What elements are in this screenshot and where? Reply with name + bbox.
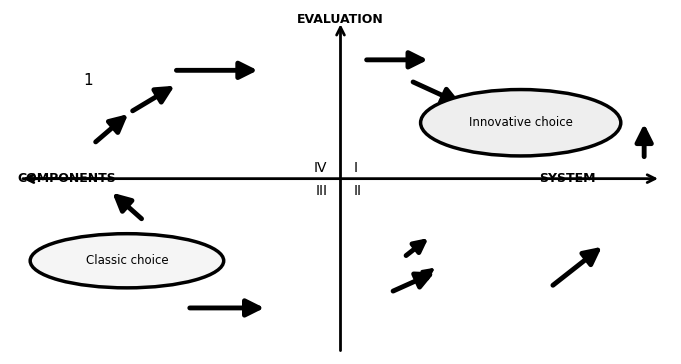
Text: IV: IV — [314, 161, 327, 175]
Text: SYSTEM: SYSTEM — [539, 172, 596, 185]
Ellipse shape — [30, 234, 223, 288]
Text: I: I — [354, 161, 358, 175]
Text: Innovative choice: Innovative choice — [469, 116, 573, 129]
Text: Classic choice: Classic choice — [86, 254, 168, 267]
Text: II: II — [354, 184, 362, 198]
Text: 1: 1 — [84, 73, 93, 88]
Text: COMPONENTS: COMPONENTS — [18, 172, 116, 185]
Ellipse shape — [421, 90, 621, 156]
Text: EVALUATION: EVALUATION — [297, 13, 384, 26]
Text: III: III — [315, 184, 327, 198]
